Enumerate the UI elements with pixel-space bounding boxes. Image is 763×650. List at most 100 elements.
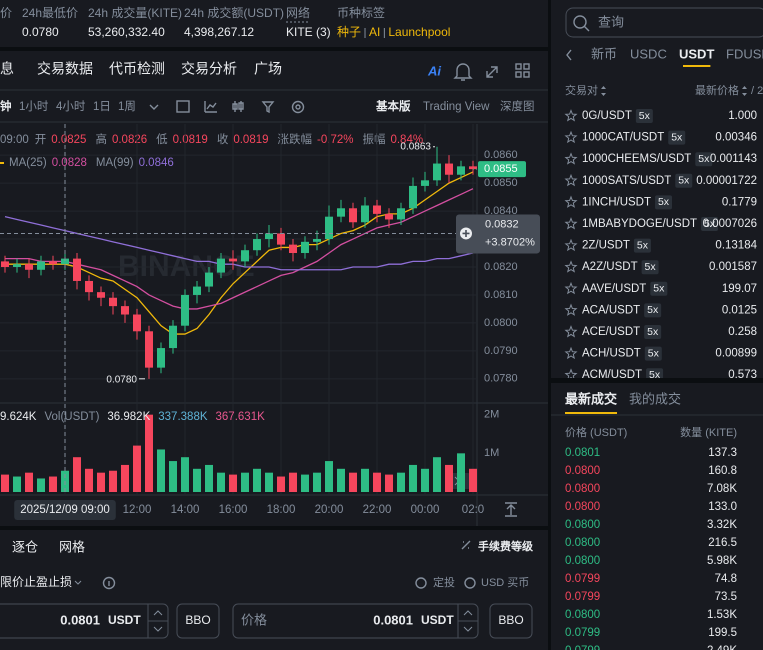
back-icon[interactable]: [566, 49, 572, 61]
layout-icon[interactable]: [523, 71, 530, 78]
trade-qty: 2.49K: [707, 645, 737, 650]
x-tick-label: 02:0: [462, 504, 484, 516]
column-header[interactable]: 最新价格: [695, 83, 739, 97]
expand-icon[interactable]: [486, 66, 498, 78]
layout-icon[interactable]: [515, 63, 522, 70]
interval[interactable]: 钟: [0, 99, 12, 113]
bbo-button[interactable]: [176, 603, 220, 639]
candle-body: [1, 261, 9, 267]
last-price-tag: [478, 161, 526, 178]
pair-name[interactable]: 0G/USDT: [582, 110, 632, 122]
market-tab[interactable]: 新币: [591, 46, 617, 61]
settings-icon[interactable]: [295, 104, 301, 110]
volume-bar: [1, 474, 9, 492]
y-tick-label: 0.0820: [484, 261, 518, 273]
stepper-up[interactable]: [463, 610, 473, 616]
candle-icon[interactable]: [232, 101, 244, 112]
search-placeholder[interactable]: 查询: [598, 14, 624, 29]
favorite-star[interactable]: [564, 152, 578, 165]
view-option[interactable]: Trading View: [423, 101, 490, 113]
stat-value: 53,260,332.40: [88, 25, 165, 39]
trades-tab[interactable]: 我的成交: [629, 391, 681, 406]
order-link[interactable]: USD 买币: [481, 576, 529, 589]
dropdown-icon[interactable]: [149, 104, 159, 110]
favorite-star[interactable]: [564, 130, 578, 144]
favorite-star[interactable]: [564, 303, 578, 316]
order-link[interactable]: 定投: [433, 575, 455, 589]
favorite-star[interactable]: [564, 195, 578, 208]
tag[interactable]: AI: [369, 25, 380, 39]
tab[interactable]: 代币检测: [109, 61, 165, 77]
stepper-down[interactable]: [153, 626, 163, 632]
pair-name[interactable]: 1000SATS/USDT: [582, 175, 671, 187]
volume-legend-label: Vol(USDT): [44, 411, 99, 423]
favorite-star[interactable]: [564, 173, 578, 187]
fee-level[interactable]: 手续费等级: [478, 539, 534, 553]
market-tab[interactable]: FDUSD: [726, 46, 763, 61]
settings-icon[interactable]: [291, 100, 305, 114]
view-option[interactable]: 深度图: [500, 99, 535, 113]
pair-name[interactable]: 1MBABYDOGE/USDT: [582, 218, 697, 230]
pair-name[interactable]: A2Z/USDT: [582, 261, 638, 273]
market-tab[interactable]: USDT: [679, 46, 714, 61]
column-header[interactable]: 交易对: [565, 83, 598, 97]
order-tab[interactable]: 逐仓: [12, 539, 38, 554]
ma-line: [5, 171, 474, 335]
pair-name[interactable]: 1000CHEEMS/USDT: [582, 153, 691, 165]
favorite-star[interactable]: [564, 217, 578, 230]
order-tab[interactable]: 网格: [59, 539, 85, 554]
pair-name[interactable]: 2Z/USDT: [582, 240, 630, 252]
pair-name[interactable]: AAVE/USDT: [582, 283, 646, 295]
tag[interactable]: 种子: [337, 25, 361, 39]
tab[interactable]: 交易分析: [181, 61, 237, 77]
tag[interactable]: Launchpool: [388, 25, 450, 39]
interval[interactable]: 4小时: [56, 100, 86, 113]
line-icon[interactable]: [204, 101, 217, 113]
market-tab[interactable]: USDC: [630, 46, 667, 61]
pair-name[interactable]: ACA/USDT: [582, 304, 640, 316]
layout-icon[interactable]: [515, 71, 522, 78]
view-option[interactable]: 基本版: [375, 99, 411, 113]
favorite-star[interactable]: [564, 260, 578, 273]
favorite-star[interactable]: [564, 368, 578, 380]
favorite-star[interactable]: [564, 346, 578, 360]
pair-name[interactable]: ACH/USDT: [582, 348, 641, 360]
favorite-star[interactable]: [564, 238, 578, 252]
ai-button[interactable]: Ai: [427, 63, 441, 78]
bbo-button[interactable]: [489, 603, 533, 639]
pair-name[interactable]: 1INCH/USDT: [582, 196, 651, 208]
tab[interactable]: 息: [0, 61, 14, 77]
tab[interactable]: 广场: [254, 61, 282, 77]
indicator-icon[interactable]: [176, 100, 190, 113]
pair-name[interactable]: 1000CAT/USDT: [582, 132, 664, 144]
favorite-star[interactable]: [564, 109, 578, 122]
sort-icon[interactable]: [601, 86, 606, 96]
favorite-star[interactable]: [564, 281, 578, 295]
order-type[interactable]: 限价止盈止损: [0, 575, 72, 589]
interval[interactable]: 1日: [93, 101, 111, 113]
interval[interactable]: 1周: [118, 100, 136, 113]
tab[interactable]: 交易数据: [37, 61, 93, 77]
scroll-icon[interactable]: [505, 502, 517, 517]
stepper-down[interactable]: [463, 626, 473, 632]
layout-icon[interactable]: [523, 63, 530, 70]
legend-time: 09:00: [0, 134, 29, 146]
info-icon[interactable]: [102, 576, 116, 590]
trade-qty: 137.3: [708, 447, 737, 459]
interval[interactable]: 1小时: [19, 100, 49, 113]
add-order-icon[interactable]: [462, 229, 470, 237]
trades-tab[interactable]: 最新成交: [565, 391, 617, 406]
pair-name[interactable]: ACE/USDT: [582, 326, 640, 338]
leverage-badge: [644, 346, 662, 361]
volume-tick-label: 1M: [484, 447, 499, 459]
toolbar-icons[interactable]: [102, 15, 590, 590]
volume-bar: [97, 472, 105, 492]
filter-icon[interactable]: [261, 101, 275, 114]
volume-bar: [325, 461, 333, 492]
stepper-up[interactable]: [153, 610, 163, 616]
pair-name[interactable]: ACM/USDT: [582, 369, 642, 381]
bell-icon[interactable]: [453, 63, 473, 81]
search-box[interactable]: [565, 7, 763, 38]
sort-icon[interactable]: [742, 86, 747, 96]
favorite-star[interactable]: [564, 325, 578, 338]
